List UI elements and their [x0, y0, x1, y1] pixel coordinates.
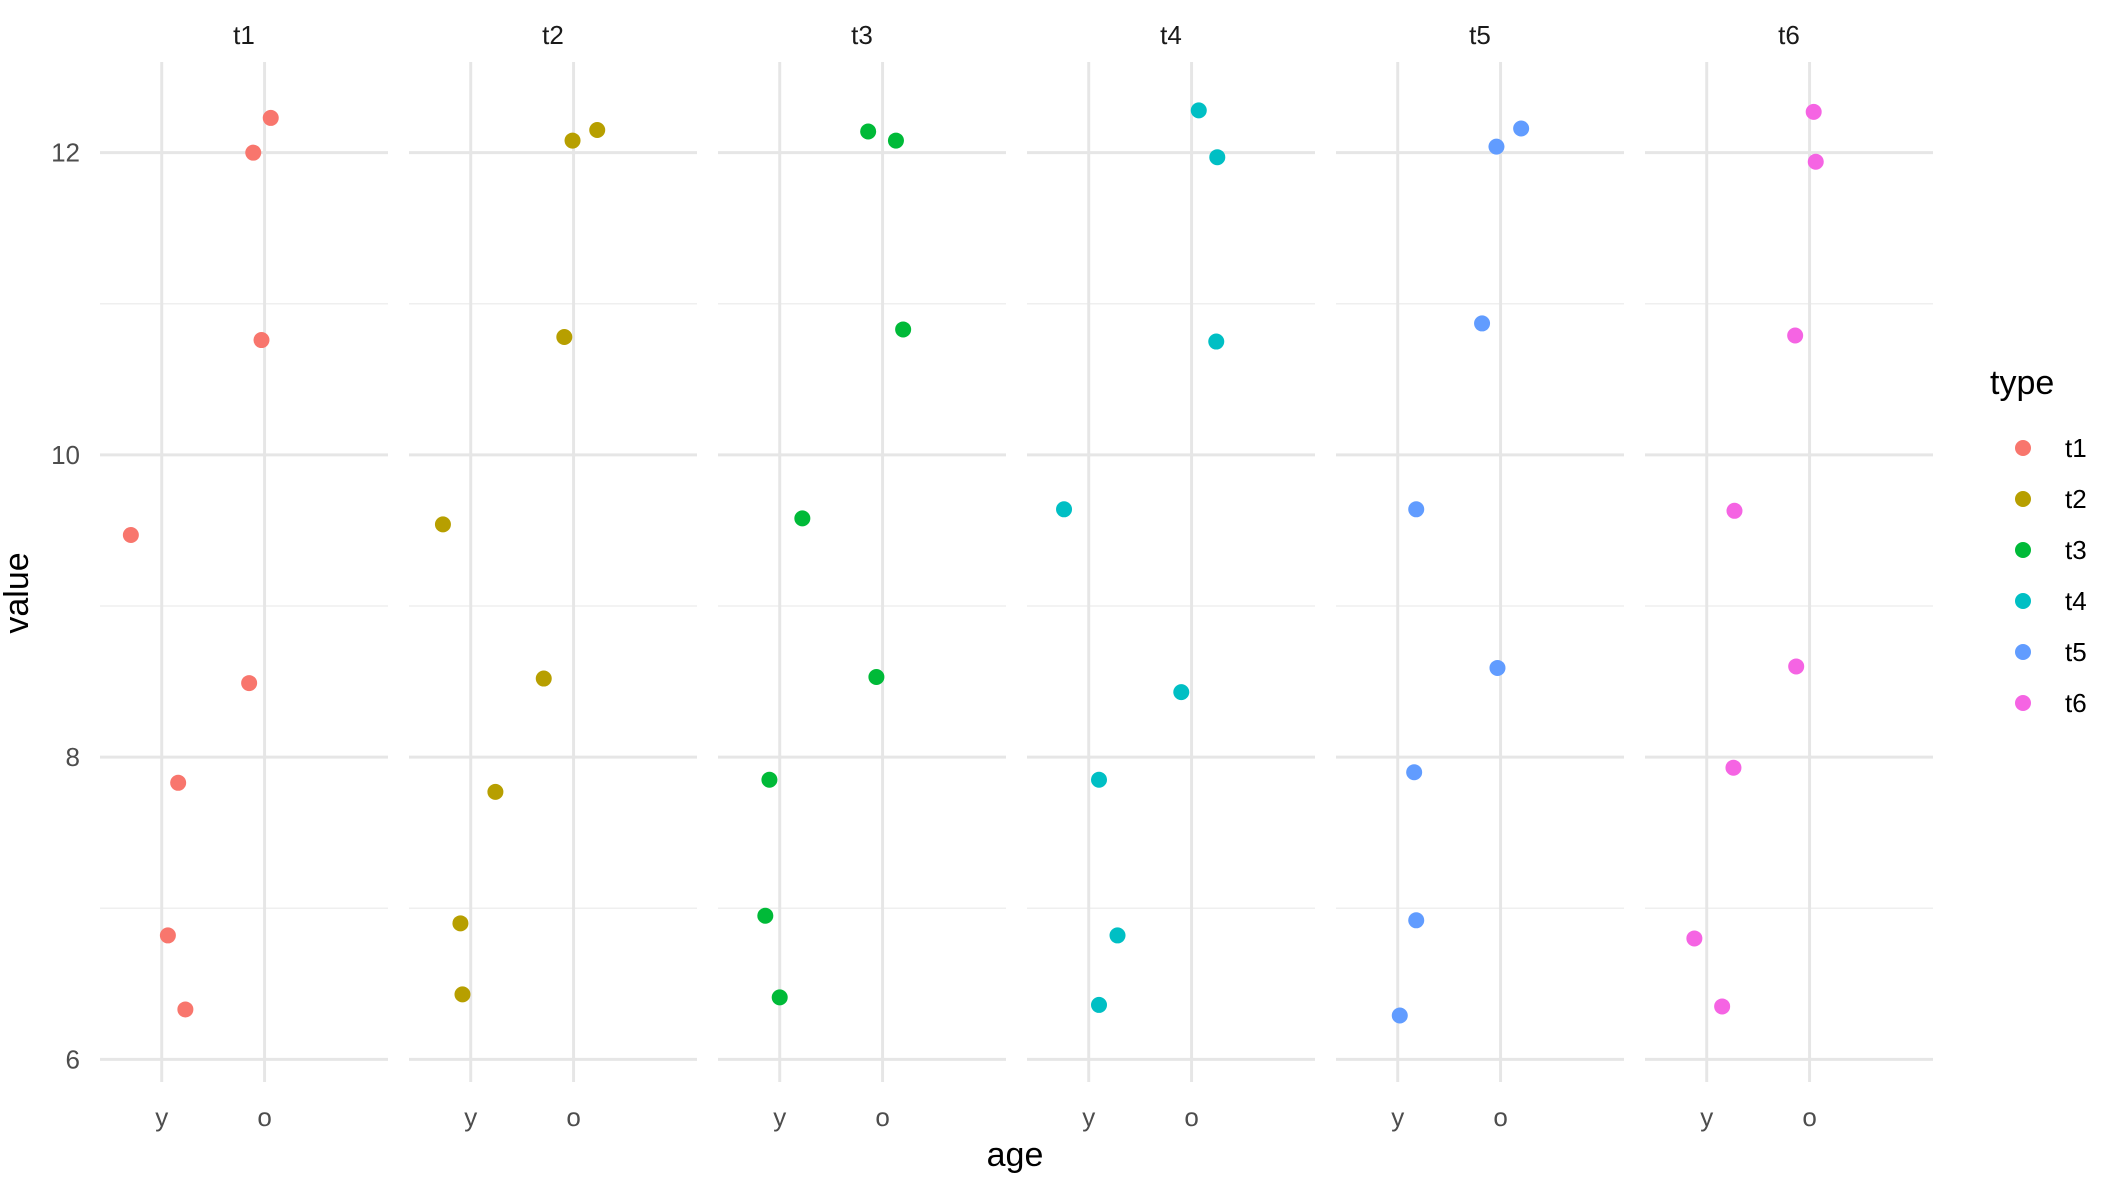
y-axis-title: value: [0, 552, 36, 633]
facet-panel-t3: t3 y o: [718, 20, 1006, 1132]
data-point: [1788, 658, 1805, 675]
data-point: [757, 907, 774, 924]
legend-label: t3: [2065, 535, 2087, 565]
legend-label: t4: [2065, 586, 2087, 616]
data-point: [1714, 998, 1731, 1015]
data-point: [1408, 501, 1425, 518]
data-point: [177, 1001, 194, 1018]
legend-title: type: [1990, 364, 2054, 402]
y-tick-label: 8: [66, 742, 80, 772]
data-point: [1686, 930, 1703, 947]
x-tick-label: o: [1493, 1102, 1507, 1132]
facet-panel-t6: t6 y o: [1645, 20, 1933, 1132]
x-tick-label: o: [566, 1102, 580, 1132]
data-point: [487, 783, 504, 800]
data-point: [1091, 771, 1107, 788]
data-point: [589, 122, 606, 138]
x-tick-label: y: [155, 1102, 168, 1132]
data-point: [1474, 315, 1491, 332]
data-point: [1209, 149, 1226, 166]
legend-key: [2015, 644, 2031, 660]
x-tick-label: o: [1802, 1102, 1816, 1132]
data-point: [860, 123, 877, 140]
data-point: [556, 329, 573, 346]
facet-panel-t1: t1 y o: [100, 20, 388, 1132]
data-point: [170, 774, 187, 791]
facet-strip-label: t1: [233, 20, 255, 50]
data-point: [771, 989, 788, 1006]
legend-label: t2: [2065, 484, 2087, 514]
y-tick-label: 6: [66, 1044, 80, 1074]
facet-strip-label: t4: [1160, 20, 1182, 50]
y-tick-label: 12: [51, 138, 80, 168]
y-axis: 6 8 10 12: [51, 138, 80, 1075]
legend-key: [2015, 542, 2031, 558]
x-tick-label: y: [773, 1102, 786, 1132]
facet-panels: t1 y o t2 y o t3 y o t4 y o t5 y o t6 y o: [100, 20, 1933, 1132]
data-point: [454, 986, 471, 1003]
facet-strip-label: t3: [851, 20, 873, 50]
legend-label: t6: [2065, 688, 2087, 718]
data-point: [245, 144, 262, 161]
x-tick-label: y: [464, 1102, 477, 1132]
data-point: [1787, 327, 1804, 344]
data-point: [761, 771, 778, 788]
facet-strip-label: t2: [542, 20, 564, 50]
data-point: [253, 332, 270, 349]
data-point: [868, 669, 885, 686]
facet-panel-t5: t5 y o: [1336, 20, 1624, 1132]
data-point: [159, 927, 176, 944]
data-point: [241, 675, 258, 692]
data-point: [1726, 502, 1743, 519]
data-point: [1488, 138, 1505, 155]
facet-strip-label: t6: [1778, 20, 1800, 50]
x-tick-label: o: [875, 1102, 889, 1132]
data-point: [434, 516, 451, 533]
data-point: [1725, 759, 1742, 776]
x-tick-label: y: [1700, 1102, 1713, 1132]
data-point: [1109, 927, 1126, 944]
data-point: [564, 132, 581, 149]
data-point: [452, 915, 469, 932]
legend-label: t5: [2065, 637, 2087, 667]
legend-key: [2015, 491, 2031, 507]
facet-panel-t2: t2 y o: [409, 20, 697, 1132]
x-tick-label: y: [1082, 1102, 1095, 1132]
data-point: [122, 526, 139, 543]
data-point: [1513, 120, 1530, 137]
legend-key: [2015, 593, 2031, 609]
data-point: [794, 510, 811, 527]
data-point: [887, 132, 904, 149]
data-point: [1173, 684, 1190, 701]
facet-strip-label: t5: [1469, 20, 1491, 50]
legend-key: [2015, 695, 2031, 711]
data-point: [1391, 1007, 1408, 1024]
data-point: [1208, 333, 1225, 350]
data-point: [1406, 764, 1423, 781]
data-point: [262, 109, 279, 126]
data-point: [1190, 102, 1207, 119]
data-point: [895, 321, 912, 338]
data-point: [1805, 103, 1822, 120]
legend-key: [2015, 440, 2031, 456]
y-tick-label: 10: [51, 440, 80, 470]
data-point: [1056, 501, 1073, 518]
facet-panel-t4: t4 y o: [1027, 20, 1315, 1132]
legend: type t1 t2 t3 t4 t5 t6: [1990, 364, 2087, 718]
data-point: [1091, 996, 1107, 1013]
x-tick-label: o: [257, 1102, 271, 1132]
x-tick-label: o: [1184, 1102, 1198, 1132]
x-tick-label: y: [1391, 1102, 1404, 1132]
legend-label: t1: [2065, 433, 2087, 463]
x-axis-title: age: [987, 1136, 1044, 1174]
data-point: [1408, 912, 1425, 929]
data-point: [535, 670, 552, 687]
data-point: [1807, 153, 1824, 170]
data-point: [1489, 659, 1506, 676]
